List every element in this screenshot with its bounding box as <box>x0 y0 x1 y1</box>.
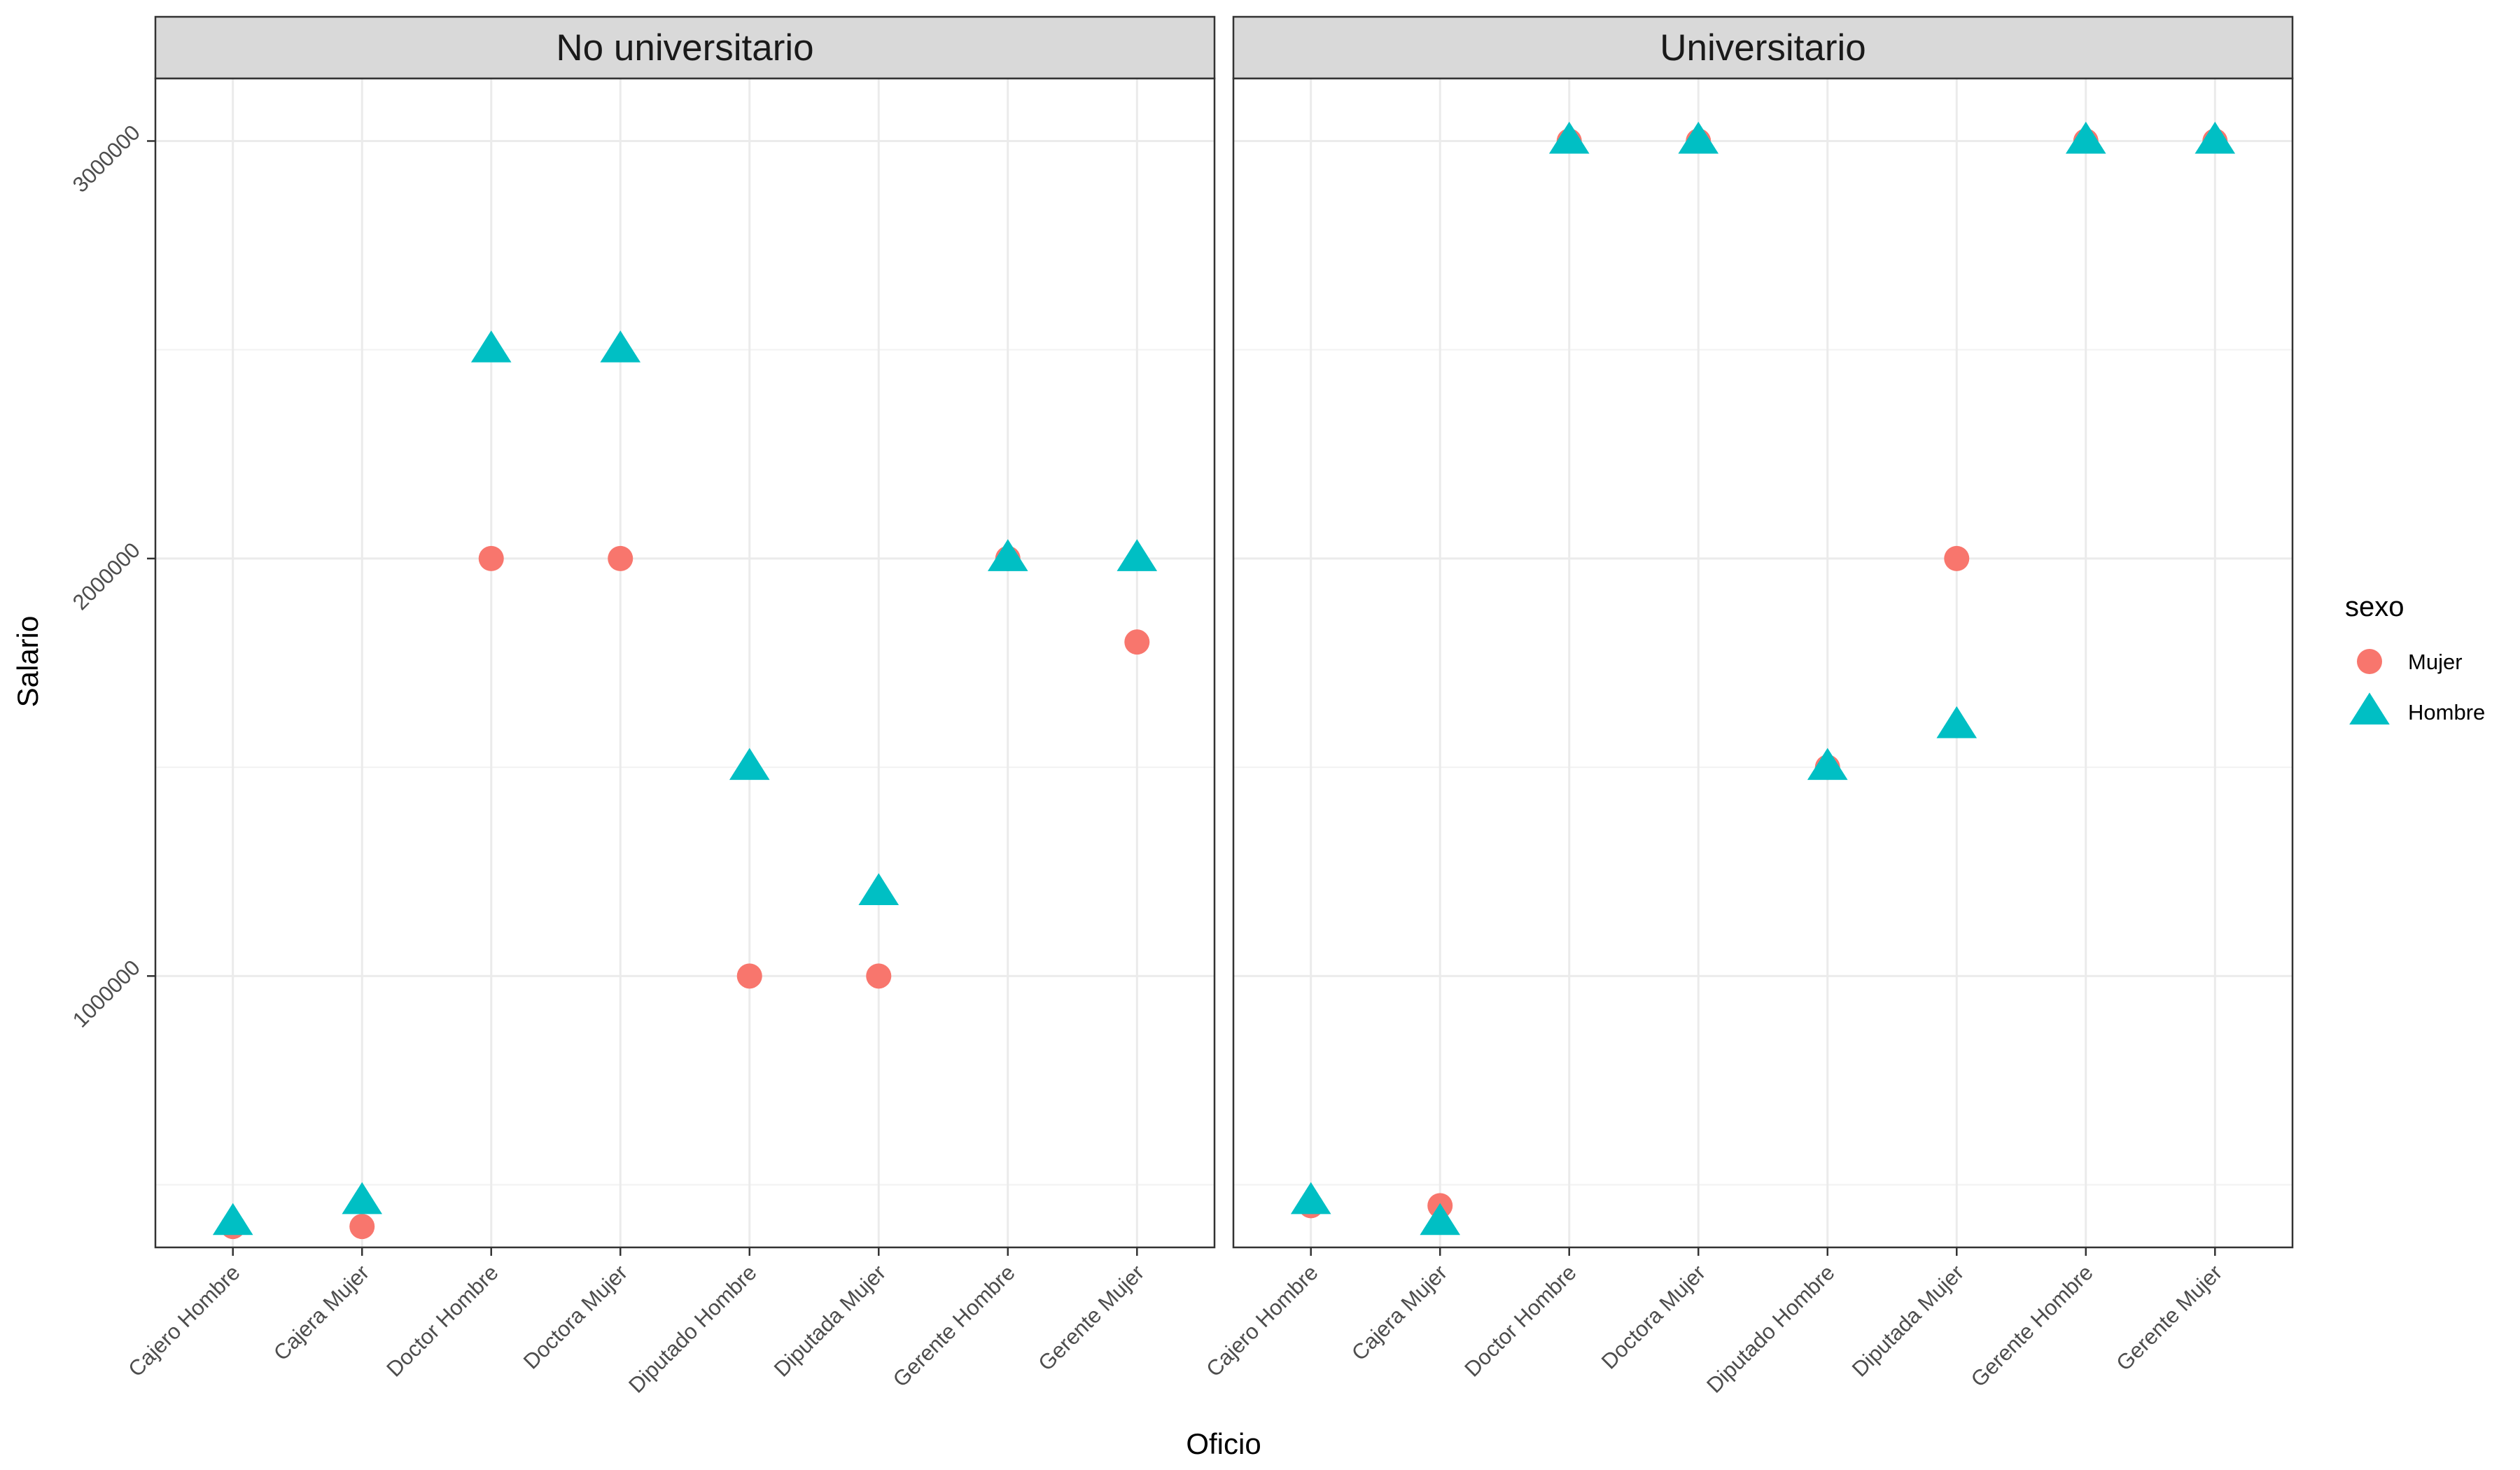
point-hombre-1 <box>212 1203 253 1236</box>
point-mujer-5 <box>736 963 762 989</box>
panel-background <box>155 78 1214 1247</box>
facet-strip-label: Universitario <box>1660 27 1866 69</box>
point-mujer-2 <box>349 1214 375 1240</box>
point-hombre-5 <box>729 748 770 780</box>
point-mujer-8 <box>1124 629 1150 655</box>
facet-panel-2: Universitario <box>1232 15 2294 1249</box>
x-tick-label: Gerente Mujer <box>2111 1260 2227 1376</box>
point-hombre-2 <box>1420 1203 1461 1236</box>
point-hombre-8 <box>1116 539 1158 571</box>
x-tick-label: Diputado Hombre <box>624 1260 762 1398</box>
point-mujer-4 <box>608 545 634 571</box>
x-tick-label: Doctora Mujer <box>1597 1260 1710 1373</box>
facet-strip-label: No universitario <box>556 27 813 69</box>
legend-key-hombre <box>2349 692 2390 724</box>
legend-title: sexo <box>2345 592 2404 622</box>
point-hombre-2 <box>342 1182 383 1214</box>
y-axis-title: Salario <box>11 616 44 708</box>
point-hombre-3 <box>1548 121 1590 154</box>
x-tick-label: Gerente Hombre <box>1966 1260 2098 1392</box>
y-tick-label: 1000000 <box>68 955 145 1032</box>
point-hombre-6 <box>1936 706 1977 738</box>
panels-layer: No universitario Universitario <box>154 15 2294 1249</box>
legend: sexo Mujer Hombre <box>2345 592 2485 724</box>
point-hombre-5 <box>1807 748 1848 780</box>
x-tick-label: Diputado Hombre <box>1702 1260 1840 1398</box>
x-tick-label: Cajera Mujer <box>1347 1260 1452 1365</box>
x-tick-label: Diputada Mujer <box>1847 1260 1968 1381</box>
legend-label-mujer: Mujer <box>2408 650 2463 674</box>
point-mujer-6 <box>866 963 892 989</box>
point-hombre-1 <box>1290 1182 1331 1214</box>
panel-background <box>1233 78 2292 1247</box>
legend-label-hombre: Hombre <box>2408 700 2485 724</box>
x-tick-label: Cajero Hombre <box>123 1260 244 1381</box>
facet-panel-1: No universitario <box>154 15 1216 1249</box>
x-tick-label: Diputada Mujer <box>769 1260 890 1381</box>
point-hombre-6 <box>858 873 899 906</box>
facet-strip <box>154 15 1216 80</box>
x-tick-label: Gerente Hombre <box>888 1260 1020 1392</box>
x-tick-label: Doctor Hombre <box>382 1260 503 1381</box>
facet-strip <box>1232 15 2294 80</box>
point-hombre-3 <box>470 330 512 363</box>
y-tick-label: 3000000 <box>68 120 145 197</box>
x-tick-label: Cajero Hombre <box>1201 1260 1322 1381</box>
x-tick-label: Cajera Mujer <box>269 1260 374 1365</box>
y-axis: 1000000 2000000 3000000 <box>68 120 155 1032</box>
x-tick-label: Doctora Mujer <box>519 1260 632 1373</box>
x-tick-label: Gerente Mujer <box>1033 1260 1149 1376</box>
legend-key-mujer <box>2357 649 2382 674</box>
point-mujer-3 <box>478 545 504 571</box>
x-tick-label: Doctor Hombre <box>1460 1260 1581 1381</box>
point-hombre-7 <box>2065 121 2106 154</box>
point-hombre-8 <box>2194 121 2236 154</box>
point-mujer-6 <box>1944 545 1970 571</box>
point-hombre-4 <box>600 330 641 363</box>
point-hombre-7 <box>987 539 1028 571</box>
y-tick-label: 2000000 <box>68 538 145 615</box>
x-axis: Cajero Hombre Cajera Mujer Doctor Hombre Do… <box>123 1247 2227 1398</box>
point-hombre-4 <box>1678 121 1719 154</box>
x-axis-title: Oficio <box>1186 1427 1261 1460</box>
